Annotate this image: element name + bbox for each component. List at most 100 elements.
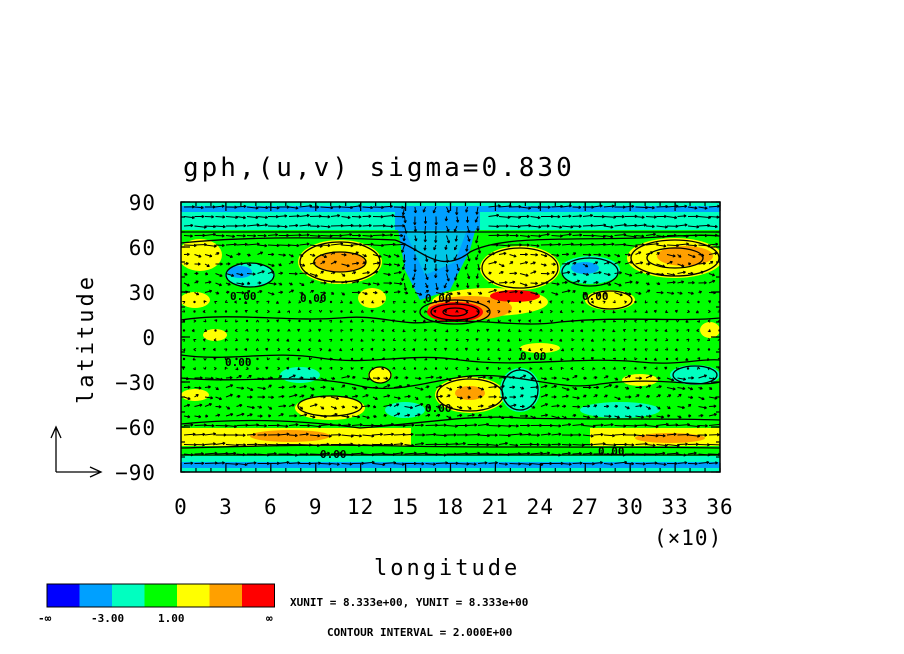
wind-vector-head	[317, 224, 320, 227]
wind-vector	[677, 462, 688, 464]
wind-vector-head	[456, 212, 459, 215]
wind-vector-head	[204, 357, 207, 361]
wind-vector-head	[446, 367, 449, 370]
wind-vector-head	[400, 233, 404, 237]
wind-vector	[425, 376, 434, 379]
wind-vector-head	[465, 310, 469, 314]
y-axis-label: latitude	[74, 274, 99, 404]
wind-vector-head	[687, 309, 690, 313]
wind-vector-dot	[592, 329, 595, 332]
wind-vector	[383, 433, 394, 436]
wind-vector	[603, 254, 611, 257]
wind-vector-head	[377, 282, 380, 285]
wind-vector-head	[595, 414, 599, 418]
wind-vector-head	[202, 311, 206, 314]
wind-vector-head	[324, 254, 328, 258]
wind-vector-head	[468, 386, 472, 389]
wind-vector-head	[490, 415, 493, 419]
colorbar-swatch	[79, 584, 112, 607]
wind-vector	[645, 425, 659, 428]
wind-vector	[393, 282, 403, 285]
wind-vector-head	[382, 224, 386, 227]
wind-vector-head	[450, 292, 453, 295]
wind-vector-head	[349, 462, 353, 465]
wind-vector	[446, 406, 453, 409]
wind-vector	[246, 424, 259, 426]
wind-vector-head	[403, 339, 406, 342]
wind-vector-head	[549, 368, 553, 371]
wind-vector-dot	[214, 329, 217, 332]
wind-vector	[383, 384, 391, 388]
wind-vector-head	[244, 242, 248, 245]
wind-vector-head	[684, 223, 688, 226]
wind-vector-head	[560, 358, 564, 361]
wind-vector-head	[600, 432, 604, 435]
wind-vector-head	[381, 357, 385, 360]
wind-vector-head	[548, 443, 551, 446]
wind-vector	[393, 291, 401, 293]
contour-label: 0.00	[300, 292, 327, 305]
wind-vector	[267, 292, 275, 296]
wind-vector-head	[190, 453, 194, 456]
wind-vector	[656, 244, 667, 247]
wind-vector-head	[598, 292, 602, 296]
wind-vector-head	[648, 414, 652, 417]
wind-vector-head	[635, 281, 639, 283]
wind-vector-head	[230, 412, 234, 415]
wind-vector-head	[318, 424, 322, 428]
wind-vector-head	[216, 291, 220, 294]
wind-vector	[614, 461, 627, 464]
wind-vector	[572, 452, 582, 455]
wind-vector-head	[551, 319, 554, 323]
wind-vector-head	[375, 385, 379, 389]
wind-vector	[687, 434, 700, 437]
wind-vector	[362, 461, 375, 464]
wind-vector-head	[213, 432, 216, 435]
wind-vector	[246, 273, 256, 275]
wind-vector-head	[697, 434, 701, 437]
wind-vector-head	[273, 282, 277, 285]
wind-vector-head	[704, 433, 708, 436]
wind-vector-head	[327, 451, 330, 454]
wind-vector-head	[526, 214, 530, 217]
wind-vector-head	[496, 243, 499, 246]
wind-vector-head	[255, 338, 258, 342]
wind-vector-head	[568, 422, 571, 425]
wind-vector-head	[631, 452, 635, 455]
wind-vector-head	[229, 376, 233, 378]
wind-vector-head	[337, 462, 340, 465]
wind-vector	[561, 463, 572, 465]
wind-vector-head	[312, 253, 316, 257]
wind-vector-head	[504, 441, 508, 444]
wind-vector-head	[421, 441, 424, 444]
wind-vector	[666, 254, 676, 257]
wind-vector-head	[654, 461, 658, 464]
wind-vector-head	[340, 366, 343, 369]
wind-vector	[435, 462, 448, 464]
wind-vector	[645, 444, 656, 447]
wind-vector	[519, 273, 529, 277]
wind-vector-head	[631, 443, 635, 446]
wind-vector-head	[456, 300, 459, 304]
wind-vector	[257, 453, 270, 456]
wind-vector-head	[622, 329, 626, 333]
wind-vector-head	[589, 451, 593, 454]
wind-vector-head	[233, 242, 237, 245]
wind-vector-head	[459, 413, 463, 416]
wind-vector-dot	[634, 367, 637, 370]
wind-vector	[498, 463, 508, 465]
wind-vector-head	[380, 215, 384, 218]
wind-vector	[624, 425, 637, 427]
wind-vector-head	[610, 225, 614, 228]
wind-vector	[582, 214, 593, 217]
wind-vector	[540, 385, 548, 388]
wind-vector	[572, 215, 582, 217]
wind-vector-head	[318, 461, 321, 464]
wind-vector	[446, 254, 448, 263]
wind-vector	[614, 453, 626, 456]
wind-vector-head	[690, 395, 694, 399]
wind-vector	[677, 387, 686, 390]
wind-vector-head	[371, 434, 375, 437]
wind-vector	[687, 452, 697, 455]
wind-vector-head	[295, 423, 299, 425]
